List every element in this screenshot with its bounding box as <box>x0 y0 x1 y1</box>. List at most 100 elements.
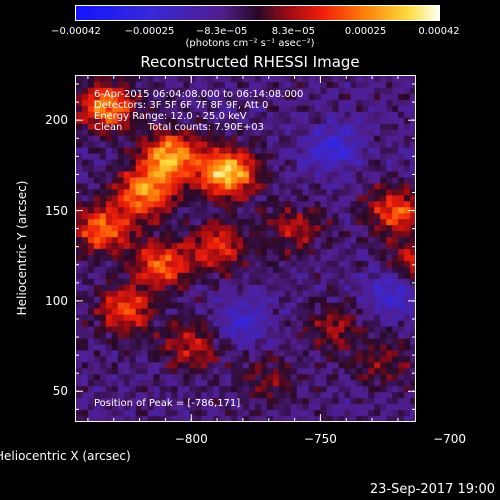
colorbar-segment <box>277 6 281 20</box>
y-tick-label: 150 <box>45 203 68 218</box>
colorbar-segment <box>358 6 362 20</box>
colorbar-segment <box>265 6 269 20</box>
colorbar-segment <box>325 6 329 20</box>
colorbar-segment <box>157 6 161 20</box>
colorbar-segment <box>187 6 191 20</box>
colorbar-segment <box>82 6 86 20</box>
colorbar-segment <box>430 6 434 20</box>
colorbar-segment <box>214 6 218 20</box>
colorbar-segment <box>289 6 293 20</box>
colorbar-segment <box>115 6 119 20</box>
colorbar-segment <box>346 6 350 20</box>
colorbar-segment <box>112 6 116 20</box>
colorbar-segment <box>208 6 212 20</box>
colorbar-segment <box>223 6 227 20</box>
colorbar-segment <box>349 6 353 20</box>
colorbar-segment <box>76 6 80 20</box>
colorbar-segment <box>283 6 287 20</box>
colorbar-segment <box>436 6 439 20</box>
colorbar-segment <box>337 6 341 20</box>
colorbar-segment <box>160 6 164 20</box>
chart-title: Reconstructed RHESSI Image <box>140 53 360 71</box>
colorbar-segment <box>175 6 179 20</box>
colorbar-segment <box>91 6 95 20</box>
colorbar-segment <box>286 6 290 20</box>
colorbar-segment <box>172 6 176 20</box>
colorbar-segment <box>121 6 125 20</box>
colorbar-segment <box>373 6 377 20</box>
colorbar-segment <box>127 6 131 20</box>
colorbar-segment <box>205 6 209 20</box>
colorbar-segment <box>316 6 320 20</box>
colorbar-tick-label: −8.3e−05 <box>195 26 248 37</box>
colorbar-segment <box>418 6 422 20</box>
colorbar-segment <box>355 6 359 20</box>
colorbar-segment <box>331 6 335 20</box>
colorbar-segment <box>322 6 326 20</box>
colorbar <box>75 5 440 21</box>
colorbar-segment <box>301 6 305 20</box>
colorbar-segment <box>163 6 167 20</box>
colorbar-segment <box>292 6 296 20</box>
colorbar-tick-label: 0.00042 <box>418 26 460 37</box>
annotation-time-range: 6-Apr-2015 06:04:08.000 to 06:14:08.000 <box>94 89 304 100</box>
colorbar-tick-label: −0.00025 <box>124 26 175 37</box>
colorbar-segment <box>178 6 182 20</box>
colorbar-segment <box>79 6 83 20</box>
colorbar-segment <box>136 6 140 20</box>
x-tick-label: −750 <box>303 432 337 446</box>
colorbar-segment <box>211 6 215 20</box>
colorbar-segment <box>352 6 356 20</box>
colorbar-segment <box>100 6 104 20</box>
x-tick-label: −800 <box>174 432 208 446</box>
colorbar-segment <box>379 6 383 20</box>
colorbar-segment <box>247 6 251 20</box>
y-axis-label: Heliocentric Y (arcsec) <box>15 180 29 316</box>
colorbar-segment <box>145 6 149 20</box>
colorbar-segment <box>220 6 224 20</box>
colorbar-segment <box>391 6 395 20</box>
colorbar-segment <box>259 6 263 20</box>
colorbar-segment <box>124 6 128 20</box>
y-tick-label: 50 <box>52 384 68 399</box>
colorbar-segment <box>382 6 386 20</box>
colorbar-gradient <box>76 6 439 20</box>
colorbar-segment <box>184 6 188 20</box>
colorbar-segment <box>133 6 137 20</box>
colorbar-segment <box>385 6 389 20</box>
colorbar-segment <box>271 6 275 20</box>
y-tick-label: 100 <box>45 293 68 308</box>
annotation-detectors: Detectors: 3F 5F 6F 7F 8F 9F, Att 0 <box>94 100 269 111</box>
colorbar-segment <box>388 6 392 20</box>
colorbar-segment <box>376 6 380 20</box>
colorbar-tick-label: 0.00025 <box>344 26 387 37</box>
colorbar-segment <box>400 6 404 20</box>
colorbar-segment <box>364 6 368 20</box>
colorbar-tick-label: 8.3e−05 <box>271 26 315 37</box>
colorbar-segment <box>397 6 401 20</box>
colorbar-segment <box>109 6 113 20</box>
x-axis-label: Heliocentric X (arcsec) <box>0 449 131 463</box>
colorbar-segment <box>409 6 413 20</box>
colorbar-segment <box>166 6 170 20</box>
colorbar-segment <box>232 6 236 20</box>
colorbar-segment <box>88 6 92 20</box>
colorbar-segment <box>94 6 98 20</box>
colorbar-segment <box>181 6 185 20</box>
colorbar-segment <box>151 6 155 20</box>
colorbar-segment <box>406 6 410 20</box>
colorbar-segment <box>97 6 101 20</box>
colorbar-segment <box>256 6 260 20</box>
colorbar-segment <box>118 6 122 20</box>
colorbar-segment <box>238 6 242 20</box>
colorbar-segment <box>85 6 89 20</box>
x-tick-label: −700 <box>433 432 467 446</box>
colorbar-segment <box>310 6 314 20</box>
colorbar-segment <box>343 6 347 20</box>
annotation-counts: Clean Total counts: 7.90E+03 <box>94 122 264 133</box>
colorbar-segment <box>148 6 152 20</box>
heatmap-image <box>76 76 415 421</box>
colorbar-segment <box>217 6 221 20</box>
colorbar-tick-label: −0.00042 <box>51 26 101 37</box>
colorbar-segment <box>403 6 407 20</box>
